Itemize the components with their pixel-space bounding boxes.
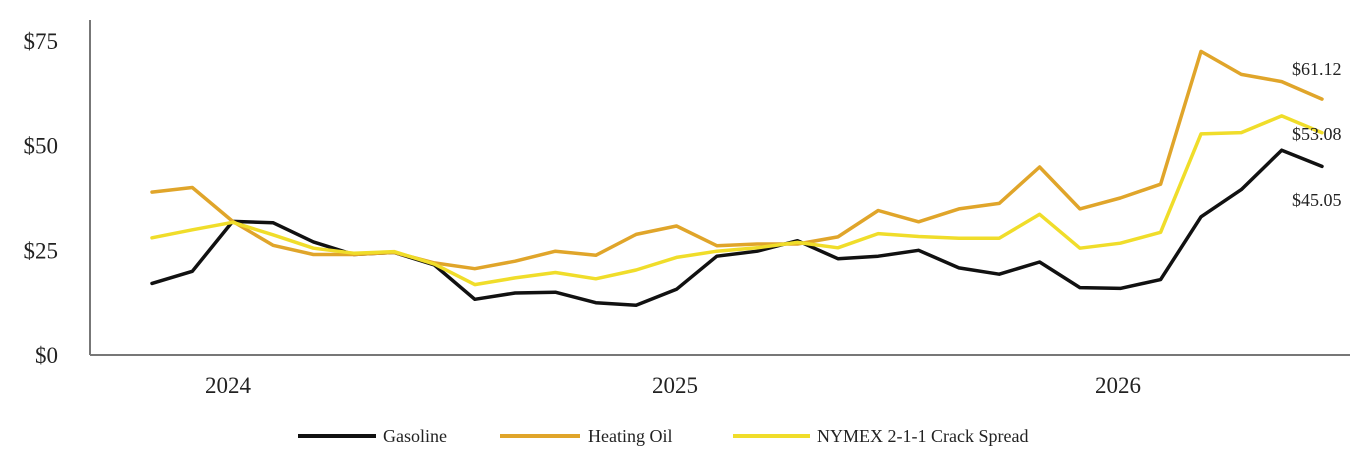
axes <box>89 20 1350 356</box>
legend-label: NYMEX 2-1-1 Crack Spread <box>817 426 1028 446</box>
x-tick-label: 2024 <box>205 373 252 398</box>
y-tick-labels: $0 $25 $50 $75 <box>24 29 59 368</box>
y-tick-label: $25 <box>24 238 59 263</box>
series-line-gasoline <box>150 148 1324 307</box>
series-line-heating-oil <box>150 49 1324 271</box>
series-lines <box>150 49 1324 307</box>
end-value-label: $45.05 <box>1292 190 1342 210</box>
y-tick-label: $0 <box>35 343 58 368</box>
end-value-label: $61.12 <box>1292 59 1342 79</box>
x-tick-labels: 2024 2025 2026 <box>205 373 1141 398</box>
legend: Gasoline Heating Oil NYMEX 2-1-1 Crack Spr… <box>298 426 1028 446</box>
end-value-label: $53.08 <box>1292 124 1342 144</box>
series-line-nymex-2-1-1-crack-spread <box>150 114 1324 287</box>
legend-label: Gasoline <box>383 426 447 446</box>
end-labels: $45.05 $61.12 $53.08 <box>1292 59 1342 210</box>
y-tick-label: $75 <box>24 29 59 54</box>
legend-label: Heating Oil <box>588 426 672 446</box>
y-tick-label: $50 <box>24 134 59 159</box>
x-tick-label: 2026 <box>1095 373 1141 398</box>
x-tick-label: 2025 <box>652 373 698 398</box>
